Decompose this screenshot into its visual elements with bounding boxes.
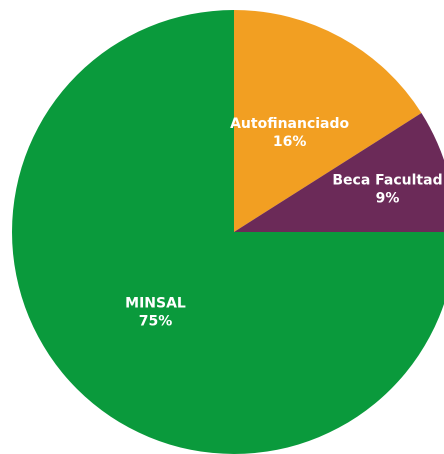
slice-label: Autofinanciado [230,116,349,132]
slice-value-label: 16% [273,134,307,150]
slice-label: Beca Facultad [332,172,442,188]
slice-label: MINSAL [125,295,186,311]
pie-slices [12,10,444,454]
slice-value-label: 75% [139,313,173,329]
slice-value-label: 9% [376,190,400,206]
